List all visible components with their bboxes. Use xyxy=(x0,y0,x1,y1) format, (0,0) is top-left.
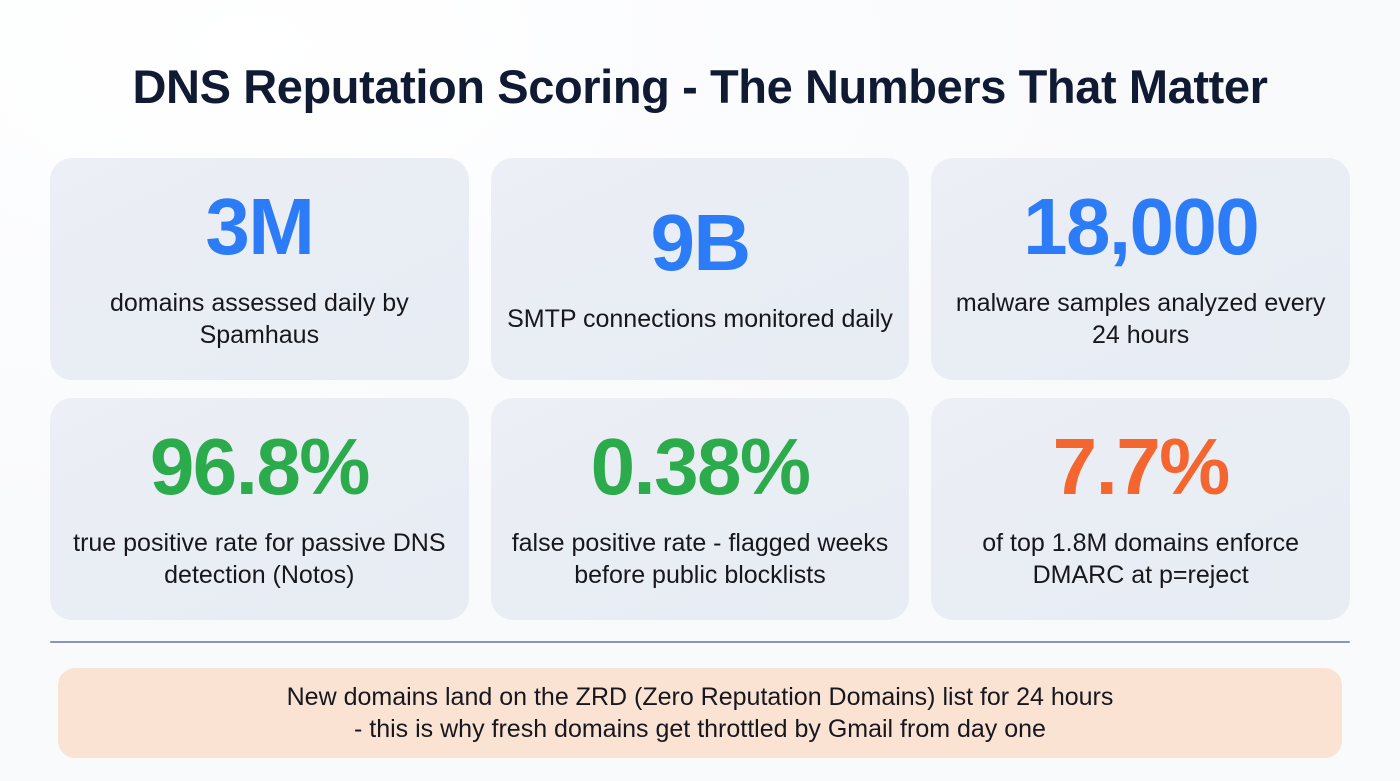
page-title: DNS Reputation Scoring - The Numbers Tha… xyxy=(132,60,1268,113)
stat-value: 0.38% xyxy=(590,422,811,511)
stat-value: 7.7% xyxy=(1052,422,1231,511)
stat-value: 96.8% xyxy=(149,422,370,511)
stat-card: 96.8% true positive rate for passive DNS… xyxy=(50,398,469,620)
stat-card: 3M domains assessed daily by Spamhaus xyxy=(50,158,469,380)
callout-banner: New domains land on the ZRD (Zero Reputa… xyxy=(58,668,1342,758)
stat-card: 0.38% false positive rate - flagged week… xyxy=(490,398,910,620)
stat-card: 18,000 malware samples analyzed every 24… xyxy=(931,158,1350,380)
stat-value: 18,000 xyxy=(1023,182,1260,271)
stat-label: SMTP connections monitored daily xyxy=(507,305,893,333)
section-divider xyxy=(50,641,1350,643)
stat-label: of top 1.8M domains enforce DMARC at p=r… xyxy=(982,529,1300,589)
stat-card: 9B SMTP connections monitored daily xyxy=(490,158,910,380)
stat-value: 9B xyxy=(650,198,751,287)
stat-label: false positive rate - flagged weeks befo… xyxy=(511,529,889,589)
stat-value: 3M xyxy=(205,182,315,271)
stat-label: malware samples analyzed every 24 hours xyxy=(955,289,1326,349)
stat-card: 7.7% of top 1.8M domains enforce DMARC a… xyxy=(931,398,1350,620)
stat-label: domains assessed daily by Spamhaus xyxy=(109,289,409,349)
callout-text: New domains land on the ZRD (Zero Reputa… xyxy=(286,683,1114,743)
stat-label: true positive rate for passive DNS detec… xyxy=(73,529,446,589)
stat-card-grid: 3M domains assessed daily by Spamhaus 9B… xyxy=(50,158,1350,620)
